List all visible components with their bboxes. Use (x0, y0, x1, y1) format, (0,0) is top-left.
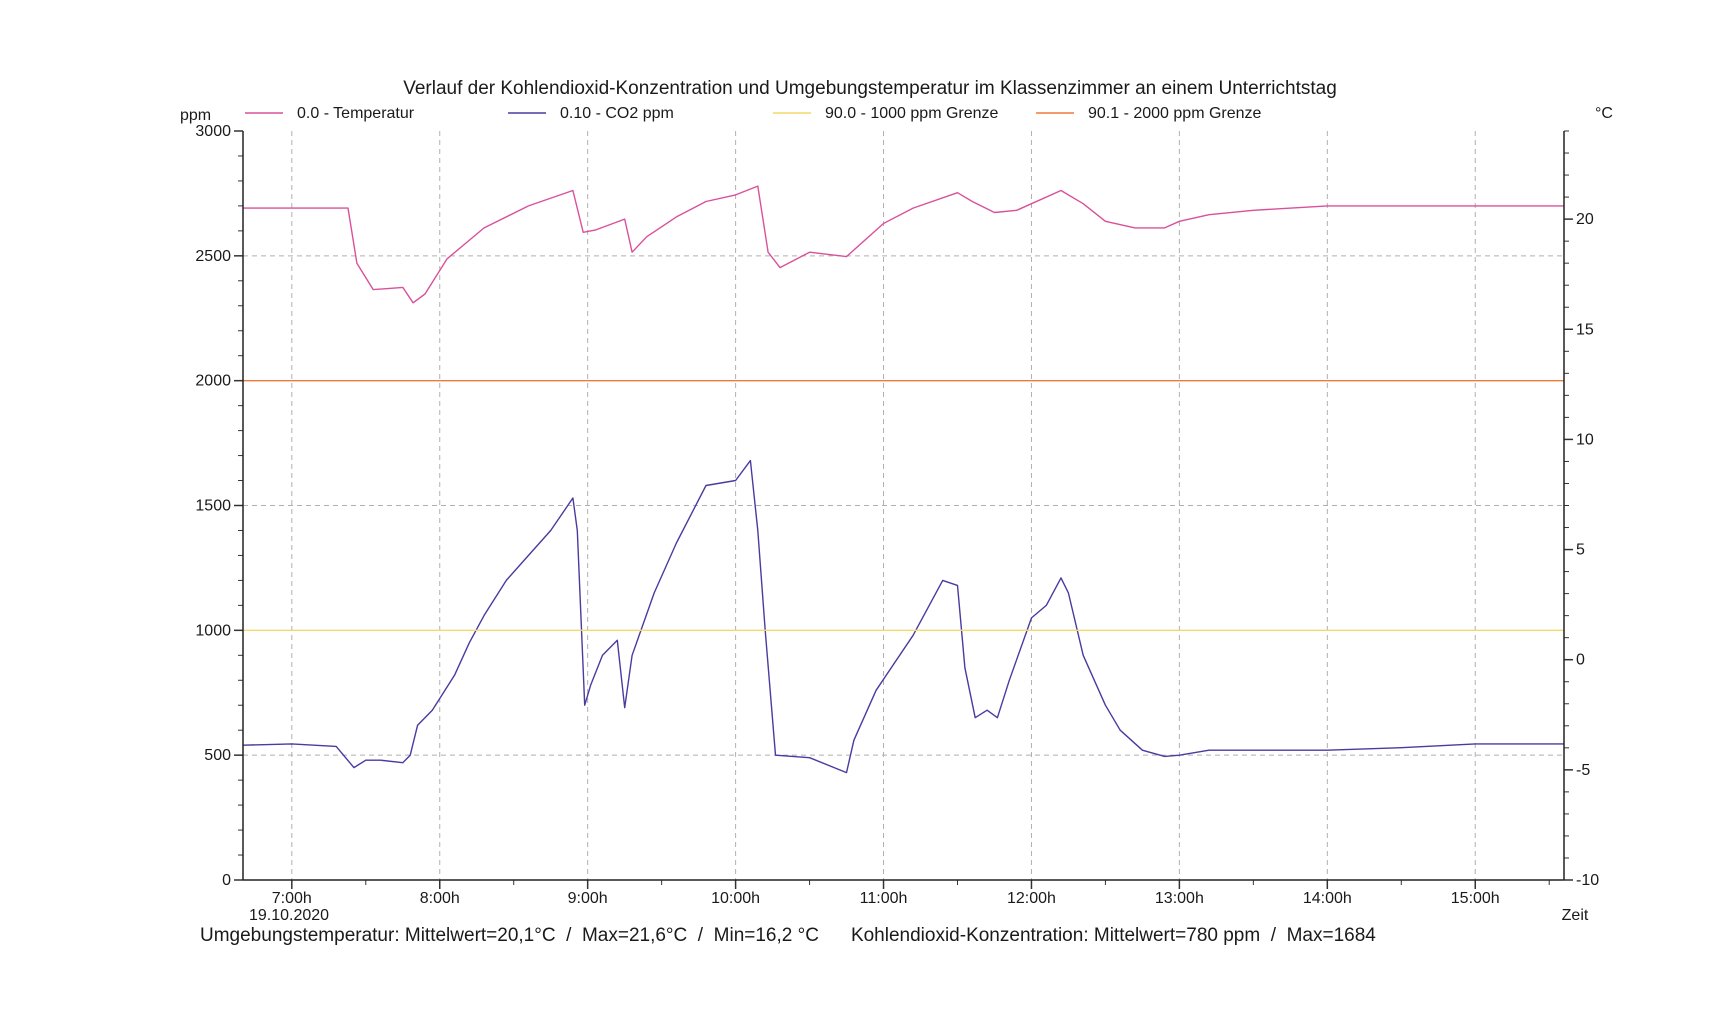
x-tick-label: 14:00h (1303, 890, 1352, 907)
axes-layer: 7:00h 8:00h 9:00h 10:00h 11:00h 12:00h 13:00h 1… (195, 123, 1599, 907)
series-line-1 (243, 185, 1564, 304)
legend: 0.0 - Temperatur 0.10 - CO2 ppm 90.0 - 100… (245, 105, 1262, 122)
x-tick-label: 7:00h (272, 890, 312, 907)
temperature-summary: Umgebungstemperatur: Mittelwert=20,1°C /… (200, 925, 819, 946)
y-right-axis-label: °C (1595, 105, 1613, 122)
y-right-tick-label: 15 (1576, 321, 1594, 338)
x-date-label: 19.10.2020 (249, 907, 329, 924)
x-tick-label: 15:00h (1451, 890, 1500, 907)
y-left-tick-label: 500 (204, 747, 231, 764)
co2-summary: Kohlendioxid-Konzentration: Mittelwert=7… (850, 925, 1376, 946)
y-right-tick-label: -10 (1576, 872, 1599, 889)
y-right-tick-label: 20 (1576, 211, 1594, 228)
legend-label: 90.1 - 2000 ppm Grenze (1088, 105, 1262, 122)
y-right-tick-label: 0 (1576, 652, 1585, 669)
x-axis-label: Zeit (1562, 907, 1589, 924)
y-left-axis-label: ppm (180, 107, 211, 124)
series-layer (242, 185, 1564, 774)
y-left-tick-label: 2000 (195, 373, 231, 390)
chart-title: Verlauf der Kohlendioxid-Konzentration u… (403, 78, 1337, 99)
legend-label: 90.0 - 1000 ppm Grenze (825, 105, 999, 122)
y-right-tick-label: 10 (1576, 431, 1594, 448)
legend-label: 0.0 - Temperatur (297, 105, 415, 122)
x-tick-label: 10:00h (711, 890, 760, 907)
x-tick-label: 11:00h (860, 890, 908, 907)
y-left-tick-label: 1500 (195, 498, 231, 515)
grid-layer (243, 131, 1564, 880)
x-tick-label: 13:00h (1155, 890, 1204, 907)
y-left-tick-label: 0 (222, 872, 231, 889)
y-left-tick-label: 2500 (195, 248, 231, 265)
series-line-2 (242, 459, 1564, 774)
y-right-tick-label: 5 (1576, 542, 1585, 559)
y-left-tick-label: 1000 (195, 622, 231, 639)
x-tick-label: 12:00h (1007, 890, 1056, 907)
legend-label: 0.10 - CO2 ppm (560, 105, 674, 122)
x-tick-label: 8:00h (420, 890, 460, 907)
summary-footer: Umgebungstemperatur: Mittelwert=20,1°C /… (200, 925, 1376, 947)
x-tick-label: 9:00h (568, 890, 608, 907)
y-left-tick-label: 3000 (195, 123, 231, 140)
y-right-tick-label: -5 (1576, 762, 1590, 779)
